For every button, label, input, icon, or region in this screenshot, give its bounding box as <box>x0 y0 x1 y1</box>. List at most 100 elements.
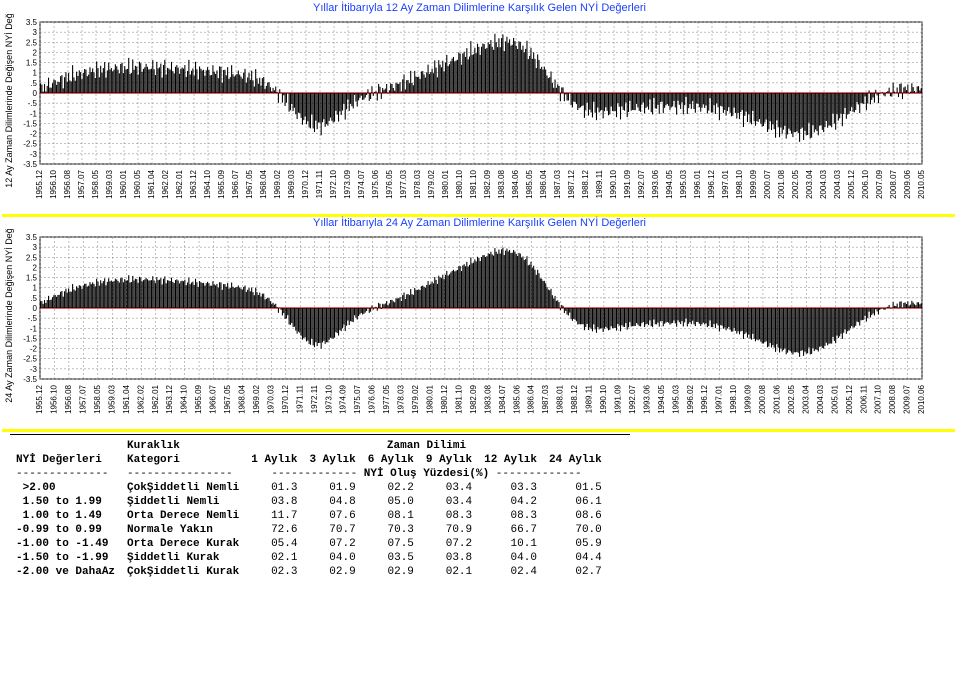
svg-text:1993.06: 1993.06 <box>651 169 660 198</box>
svg-text:2010.05: 2010.05 <box>917 169 926 198</box>
svg-text:1991.09: 1991.09 <box>613 384 622 413</box>
svg-text:1988.12: 1988.12 <box>570 384 579 413</box>
dash-2: ---------------- <box>121 467 245 481</box>
svg-text:1989.11: 1989.11 <box>595 169 604 198</box>
cell-value: 05.4 <box>245 537 303 551</box>
cell-value: 11.7 <box>245 509 303 523</box>
cell-label: 1.50 to 1.99 <box>10 495 121 509</box>
svg-text:1966.07: 1966.07 <box>231 169 240 198</box>
svg-text:-3: -3 <box>30 365 38 374</box>
svg-text:1961.04: 1961.04 <box>147 169 156 198</box>
svg-text:3: 3 <box>33 243 38 252</box>
cell-value: 07.2 <box>303 537 361 551</box>
cell-value: 07.2 <box>420 537 478 551</box>
svg-text:-2.5: -2.5 <box>23 355 37 364</box>
svg-text:1980.01: 1980.01 <box>426 384 435 413</box>
svg-text:1978.03: 1978.03 <box>413 169 422 198</box>
cell-value: 72.6 <box>245 523 303 537</box>
svg-text:1996.02: 1996.02 <box>686 384 695 413</box>
svg-text:2007.10: 2007.10 <box>874 384 883 413</box>
cell-value: 03.4 <box>420 495 478 509</box>
cell-value: 02.1 <box>420 565 478 579</box>
svg-text:1969.02: 1969.02 <box>252 384 261 413</box>
svg-text:2010.06: 2010.06 <box>917 384 926 413</box>
svg-text:1956.10: 1956.10 <box>50 384 59 413</box>
svg-text:2.5: 2.5 <box>26 38 38 47</box>
svg-text:2000.07: 2000.07 <box>763 169 772 198</box>
cell-value: 08.1 <box>362 509 420 523</box>
dash-sub: ------------- NYİ Oluş Yüzdesi(%) ------… <box>245 467 608 481</box>
svg-text:0: 0 <box>33 304 38 313</box>
svg-text:1986.04: 1986.04 <box>527 384 536 413</box>
svg-text:1997.01: 1997.01 <box>715 384 724 413</box>
hdr-zaman-dilimi: Zaman Dilimi <box>245 439 608 453</box>
cell-value: 02.7 <box>543 565 608 579</box>
svg-text:1965.09: 1965.09 <box>194 384 203 413</box>
cell-label: Şiddetli Nemli <box>121 495 245 509</box>
cell-label: >2.00 <box>10 481 121 495</box>
svg-text:1966.07: 1966.07 <box>209 384 218 413</box>
svg-text:1955.12: 1955.12 <box>35 169 44 198</box>
table-top-rule <box>10 434 630 435</box>
svg-text:1977.03: 1977.03 <box>399 169 408 198</box>
dash-1: -------------- <box>10 467 121 481</box>
table-row: 1.00 to 1.49Orta Derece Nemli11.707.608.… <box>10 509 608 523</box>
nyi-table: Kuraklık Zaman Dilimi NYİ Değerleri Kate… <box>10 439 608 579</box>
svg-text:1980.12: 1980.12 <box>440 384 449 413</box>
svg-text:-.5: -.5 <box>28 99 38 108</box>
svg-text:2004.03: 2004.03 <box>819 169 828 198</box>
cell-value: 03.4 <box>420 481 478 495</box>
cell-value: 02.9 <box>362 565 420 579</box>
svg-text:1962.01: 1962.01 <box>175 169 184 198</box>
svg-text:1991.09: 1991.09 <box>623 169 632 198</box>
table-row: -2.00 ve DahaAzÇokŞiddetli Kurak02.302.9… <box>10 565 608 579</box>
cell-label: Orta Derece Kurak <box>121 537 245 551</box>
svg-text:1970.12: 1970.12 <box>281 384 290 413</box>
svg-text:1990.10: 1990.10 <box>609 169 618 198</box>
cell-label: Normale Yakın <box>121 523 245 537</box>
svg-text:2005.01: 2005.01 <box>830 384 839 413</box>
svg-text:1: 1 <box>33 69 38 78</box>
cell-label: ÇokŞiddetli Nemli <box>121 481 245 495</box>
svg-text:-2.5: -2.5 <box>23 140 37 149</box>
hdr-24m: 24 Aylık <box>543 453 608 467</box>
svg-text:1962.02: 1962.02 <box>161 169 170 198</box>
svg-text:1963.12: 1963.12 <box>165 384 174 413</box>
hdr-kategori: Kategori <box>121 453 245 467</box>
svg-text:1994.05: 1994.05 <box>665 169 674 198</box>
svg-text:-3: -3 <box>30 150 38 159</box>
svg-text:-2: -2 <box>30 345 38 354</box>
hdr-nyi: NYİ Değerleri <box>10 453 121 467</box>
table-body: >2.00ÇokŞiddetli Nemli01.301.902.203.403… <box>10 481 608 579</box>
svg-text:1959.03: 1959.03 <box>107 384 116 413</box>
svg-text:2001.06: 2001.06 <box>773 384 782 413</box>
cell-label: -2.00 ve DahaAz <box>10 565 121 579</box>
svg-text:1988.12: 1988.12 <box>581 169 590 198</box>
svg-text:-3.5: -3.5 <box>23 160 37 169</box>
sub-label: NYİ Oluş Yüzdesi(%) <box>364 468 489 480</box>
svg-text:2008.07: 2008.07 <box>889 169 898 198</box>
svg-text:1970.12: 1970.12 <box>301 169 310 198</box>
svg-text:1987.03: 1987.03 <box>553 169 562 198</box>
svg-text:1972.11: 1972.11 <box>310 384 319 413</box>
svg-text:1996.01: 1996.01 <box>693 169 702 198</box>
svg-text:1976.05: 1976.05 <box>385 169 394 198</box>
svg-text:1985.05: 1985.05 <box>525 169 534 198</box>
svg-text:1956.10: 1956.10 <box>49 169 58 198</box>
table-dash-row: -------------- ---------------- --------… <box>10 467 608 481</box>
svg-text:1992.07: 1992.07 <box>637 169 646 198</box>
svg-text:1984.07: 1984.07 <box>498 384 507 413</box>
chart1-svg: -3.5-3-2.5-2-1.5-1-.50.511.522.533.51955… <box>2 14 932 214</box>
svg-text:1980.01: 1980.01 <box>441 169 450 198</box>
svg-text:1979.02: 1979.02 <box>411 384 420 413</box>
cell-value: 08.6 <box>543 509 608 523</box>
cell-value: 02.4 <box>478 565 543 579</box>
cell-value: 02.9 <box>303 565 361 579</box>
svg-text:24 Ay Zaman Dilimlerinde Değiş: 24 Ay Zaman Dilimlerinde Değişen NYİ Değ… <box>4 229 14 403</box>
cell-value: 01.5 <box>543 481 608 495</box>
cell-label: -0.99 to 0.99 <box>10 523 121 537</box>
svg-text:2009.07: 2009.07 <box>903 384 912 413</box>
cell-value: 06.1 <box>543 495 608 509</box>
cell-label: Şiddetli Kurak <box>121 551 245 565</box>
svg-text:1974.09: 1974.09 <box>339 384 348 413</box>
